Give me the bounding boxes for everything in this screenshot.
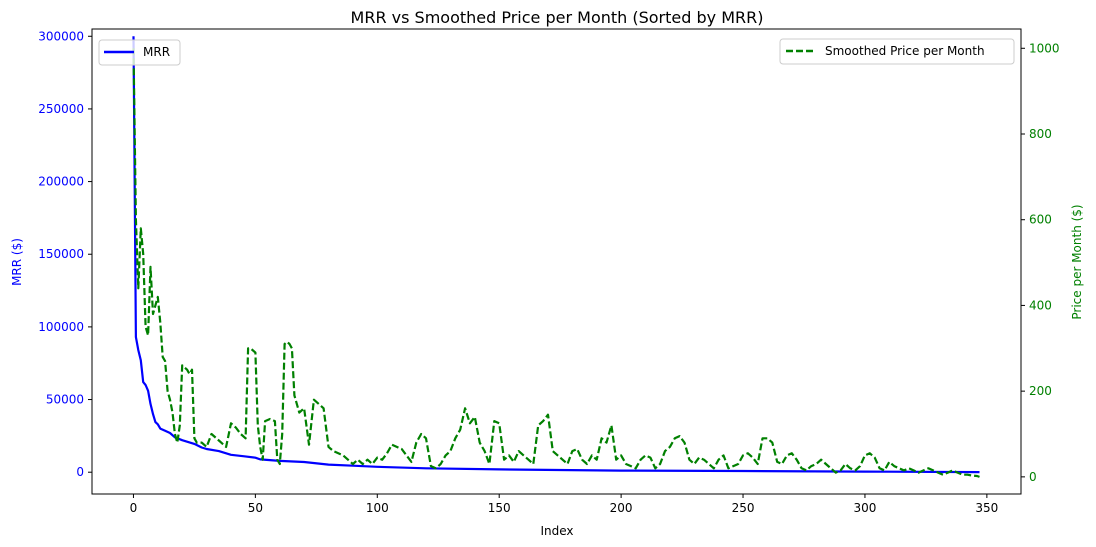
legend-left-box bbox=[98, 39, 181, 66]
y-right-tick-label: 0 bbox=[1029, 470, 1037, 484]
plot-frame bbox=[91, 28, 1022, 495]
x-axis-label: Index bbox=[540, 524, 573, 538]
legend-left: MRR bbox=[98, 39, 181, 66]
y-left-tick-label: 100000 bbox=[38, 320, 84, 334]
y-right-tick-label: 800 bbox=[1029, 127, 1052, 141]
series-line-price bbox=[132, 48, 980, 478]
y-left-tick-label: 0 bbox=[76, 465, 84, 479]
y-left-tick-label: 300000 bbox=[38, 29, 84, 43]
y-right-tick-label: 1000 bbox=[1029, 41, 1060, 55]
x-tick-label: 200 bbox=[610, 501, 633, 515]
x-tick-label: 250 bbox=[732, 501, 755, 515]
y-right-tick-label: 600 bbox=[1029, 213, 1052, 227]
legend-right: Smoothed Price per Month bbox=[779, 38, 1015, 65]
x-tick-label: 50 bbox=[248, 501, 263, 515]
legend-right-box bbox=[779, 38, 1015, 65]
y-axis-right: 0 200 400 600 800 1000 bbox=[1021, 41, 1060, 484]
legend-mrr-label: MRR bbox=[143, 45, 170, 59]
y-left-tick-label: 250000 bbox=[38, 102, 84, 116]
x-tick-label: 0 bbox=[130, 501, 138, 515]
y-axis-right-label: Price per Month ($) bbox=[1070, 204, 1084, 319]
y-right-tick-label: 200 bbox=[1029, 384, 1052, 398]
y-right-tick-label: 400 bbox=[1029, 298, 1052, 312]
x-tick-label: 150 bbox=[488, 501, 511, 515]
x-axis: 0 50 100 150 200 250 300 350 bbox=[130, 494, 998, 515]
legend-price-label: Smoothed Price per Month bbox=[825, 44, 985, 58]
x-tick-label: 350 bbox=[975, 501, 998, 515]
plot-area bbox=[132, 36, 980, 478]
y-left-tick-label: 50000 bbox=[46, 393, 84, 407]
y-axis-left-label: MRR ($) bbox=[10, 238, 24, 286]
y-axis-left: 0 50000 100000 150000 200000 250000 300000 bbox=[38, 29, 92, 479]
y-left-tick-label: 200000 bbox=[38, 175, 84, 189]
series-line-mrr bbox=[132, 36, 980, 474]
x-tick-label: 300 bbox=[853, 501, 876, 515]
chart-title: MRR vs Smoothed Price per Month (Sorted … bbox=[351, 8, 764, 27]
x-tick-label: 100 bbox=[366, 501, 389, 515]
y-left-tick-label: 150000 bbox=[38, 247, 84, 261]
